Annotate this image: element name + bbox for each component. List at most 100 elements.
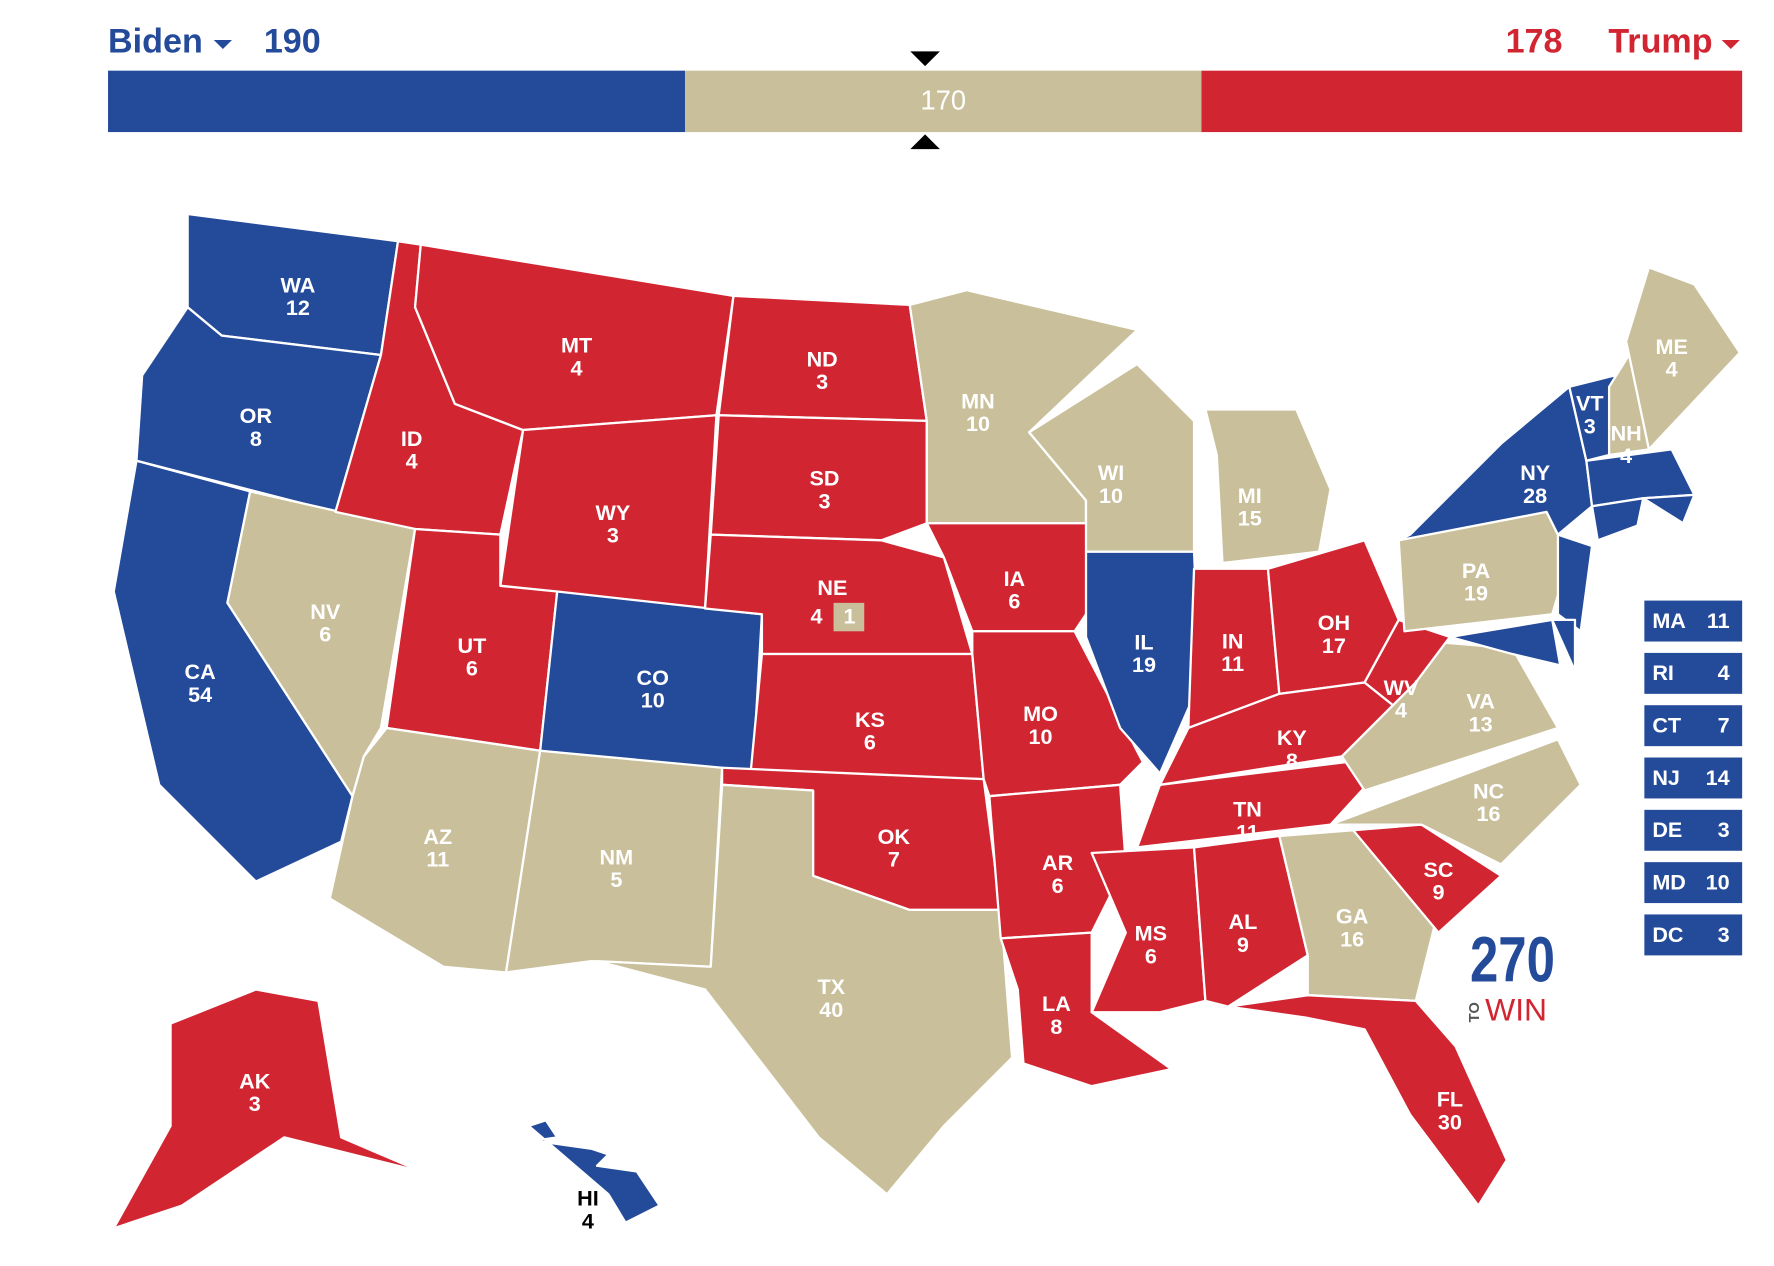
state-abbr: NH: [1611, 420, 1642, 445]
marker-top: [910, 51, 940, 67]
state[interactable]: [1227, 994, 1508, 1207]
state-abbr: KY: [1277, 725, 1308, 750]
state[interactable]: [1084, 550, 1201, 775]
state-ev: 10: [1099, 483, 1123, 508]
state[interactable]: [1397, 385, 1594, 542]
state-ev: 30: [1438, 1109, 1462, 1134]
state[interactable]: [1329, 738, 1582, 866]
small-state-box[interactable]: [1644, 914, 1743, 956]
state-abbr: OK: [878, 824, 911, 849]
small-state-abbr: MD: [1652, 869, 1686, 894]
state-ev: 11: [1236, 819, 1259, 844]
state-abbr: WI: [1098, 460, 1124, 485]
state-ev: 9: [1237, 932, 1249, 957]
state-ev: 12: [286, 295, 310, 320]
small-state-box[interactable]: [1644, 600, 1743, 642]
candidate-left[interactable]: Biden: [108, 22, 203, 60]
state-ev: 4: [582, 1208, 594, 1233]
state-ev: 5: [610, 867, 622, 892]
state-abbr: HI: [577, 1186, 599, 1211]
dropdown-arrow[interactable]: [1721, 39, 1740, 50]
tossup-total: 170: [921, 85, 967, 116]
state-ev: 16: [1477, 801, 1501, 826]
state-ev: 4: [406, 449, 418, 474]
state-ev: 13: [1469, 711, 1493, 736]
state-ev: 3: [607, 523, 619, 548]
state-abbr: WA: [281, 272, 316, 297]
state-abbr: ME: [1655, 334, 1687, 359]
state-abbr: ID: [401, 426, 423, 451]
state-abbr: PA: [1462, 558, 1491, 583]
state-abbr: WY: [596, 500, 631, 525]
small-state-ev: 7: [1718, 713, 1730, 738]
state-ev: 4: [1620, 443, 1632, 468]
state-abbr: MS: [1135, 921, 1167, 946]
small-state-ev: 10: [1706, 869, 1730, 894]
state[interactable]: [527, 1119, 661, 1224]
state-ev: 4: [810, 603, 822, 628]
bar-segment: [1201, 70, 1743, 133]
total-right: 178: [1506, 22, 1563, 60]
state-ev: 3: [249, 1091, 261, 1116]
state-ev: 10: [1029, 724, 1053, 749]
state-abbr: NE: [817, 575, 847, 600]
state-abbr: VT: [1576, 391, 1604, 416]
state[interactable]: [1363, 618, 1452, 707]
dropdown-arrow[interactable]: [213, 39, 232, 50]
state[interactable]: [112, 988, 422, 1230]
small-state-ev: 3: [1718, 922, 1730, 947]
state-abbr: TN: [1233, 797, 1262, 822]
state[interactable]: [1352, 823, 1503, 934]
small-state-ev: 14: [1706, 765, 1730, 790]
state[interactable]: [1590, 497, 1645, 542]
state-abbr: VA: [1466, 689, 1495, 714]
state-abbr: NY: [1520, 460, 1551, 485]
candidate-right[interactable]: Trump: [1608, 22, 1712, 60]
state[interactable]: [595, 783, 1014, 1196]
state[interactable]: [1642, 493, 1696, 525]
state-abbr: UT: [458, 633, 487, 658]
small-state-abbr: DE: [1652, 817, 1682, 842]
small-state-box[interactable]: [1644, 809, 1743, 851]
state-ev: 19: [1132, 652, 1156, 677]
logo-to: TO: [1467, 1002, 1483, 1022]
state-abbr: LA: [1042, 991, 1071, 1016]
small-state-box[interactable]: [1644, 652, 1743, 694]
bar-segment: [108, 70, 686, 133]
state-ev: 10: [641, 688, 665, 713]
logo-win: WIN: [1485, 992, 1547, 1028]
state-abbr: NV: [310, 599, 341, 624]
state[interactable]: [1192, 834, 1309, 1008]
state[interactable]: [709, 414, 928, 542]
state[interactable]: [1551, 618, 1577, 673]
small-state-ev: 11: [1707, 608, 1730, 633]
state-abbr: IA: [1004, 566, 1026, 591]
state-ev: 3: [816, 369, 828, 394]
state-abbr: FL: [1437, 1087, 1463, 1112]
state-abbr: SD: [809, 466, 839, 491]
district-box[interactable]: [833, 602, 865, 632]
state[interactable]: [1556, 533, 1594, 633]
state[interactable]: [1448, 618, 1562, 667]
small-state-box[interactable]: [1644, 862, 1743, 904]
small-state-box[interactable]: [1644, 757, 1743, 799]
state-abbr: TX: [817, 974, 845, 999]
state-abbr: MO: [1023, 701, 1058, 726]
state[interactable]: [988, 783, 1127, 940]
state-ev: 6: [1145, 943, 1157, 968]
small-state-ev: 3: [1718, 817, 1730, 842]
state[interactable]: [1204, 408, 1332, 565]
small-state-box[interactable]: [1644, 705, 1743, 747]
small-state-abbr: CT: [1652, 713, 1681, 738]
state-abbr: MT: [561, 333, 592, 358]
state[interactable]: [1625, 266, 1742, 451]
state-ev: 6: [319, 622, 331, 647]
state-ev: 6: [864, 730, 876, 755]
state[interactable]: [999, 931, 1173, 1088]
total-left: 190: [264, 22, 321, 60]
state-ev: 8: [1286, 748, 1298, 773]
small-state-abbr: NJ: [1652, 765, 1680, 790]
state-ev: 28: [1523, 483, 1547, 508]
state-abbr: AZ: [423, 824, 452, 849]
